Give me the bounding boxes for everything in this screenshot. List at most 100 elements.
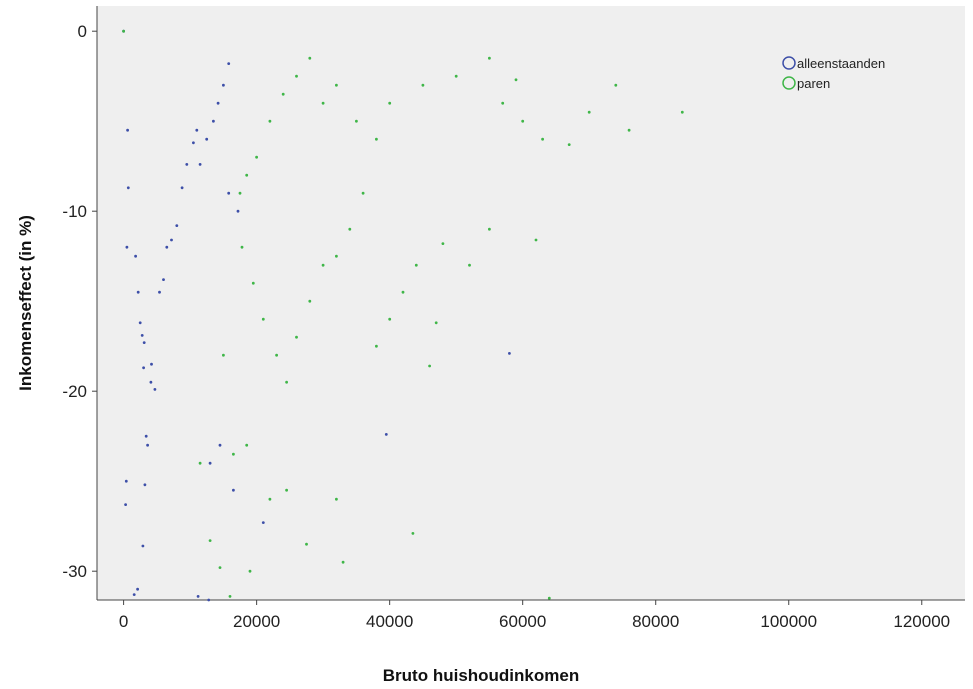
data-point xyxy=(335,83,338,87)
x-tick-label: 120000 xyxy=(893,612,950,631)
data-point xyxy=(245,173,249,177)
x-tick-label: 80000 xyxy=(632,612,679,631)
y-tick-label: 0 xyxy=(78,22,87,41)
data-point xyxy=(205,137,209,141)
data-point xyxy=(146,443,150,447)
data-point xyxy=(627,128,631,132)
data-point xyxy=(361,191,365,195)
x-tick-label: 40000 xyxy=(366,612,413,631)
data-point xyxy=(195,128,199,132)
legend: alleenstaanden paren xyxy=(782,56,885,91)
data-point xyxy=(434,321,438,325)
y-axis-title: Inkomenseffect (in %) xyxy=(16,215,35,391)
data-point xyxy=(232,488,235,492)
data-point xyxy=(240,245,244,249)
data-point xyxy=(375,137,378,141)
data-point xyxy=(421,83,425,87)
data-point xyxy=(238,191,242,195)
data-point xyxy=(124,479,128,483)
data-point xyxy=(192,141,195,145)
data-point xyxy=(281,92,285,96)
data-point xyxy=(216,101,220,105)
data-point xyxy=(212,119,215,123)
data-point xyxy=(124,503,127,506)
data-point xyxy=(587,110,591,114)
legend-marker xyxy=(782,56,796,70)
x-tick-label: 20000 xyxy=(233,612,280,631)
data-point xyxy=(388,101,392,105)
data-point xyxy=(142,341,146,344)
data-point xyxy=(170,238,173,242)
data-point xyxy=(227,191,231,195)
data-point xyxy=(144,434,148,438)
data-point xyxy=(136,587,140,591)
y-tick-label: -10 xyxy=(62,202,87,221)
data-point xyxy=(401,290,405,294)
y-tick-label: -20 xyxy=(62,382,87,401)
data-point xyxy=(162,278,165,281)
data-point xyxy=(567,143,571,147)
data-point xyxy=(680,110,684,114)
data-point xyxy=(218,566,222,569)
data-point xyxy=(196,595,200,598)
data-point xyxy=(295,74,298,78)
data-point xyxy=(198,163,202,166)
x-axis-ticks: 0 20000 40000 60000 80000 100000 120000 xyxy=(119,600,950,631)
data-point xyxy=(138,321,142,325)
data-point xyxy=(251,281,255,285)
data-point xyxy=(305,542,308,546)
data-point xyxy=(180,186,184,190)
data-point xyxy=(125,245,129,249)
plot-area xyxy=(97,6,965,600)
x-tick-label: 0 xyxy=(119,612,128,631)
data-point xyxy=(208,539,212,542)
data-point xyxy=(141,544,145,548)
data-point xyxy=(541,137,544,141)
data-point xyxy=(261,317,265,321)
data-point xyxy=(521,119,525,123)
data-point xyxy=(321,101,325,105)
data-point xyxy=(468,263,471,267)
data-point xyxy=(414,263,418,267)
y-axis-ticks: 0 -10 -20 -30 xyxy=(62,22,97,581)
data-point xyxy=(508,352,511,355)
data-point xyxy=(534,238,538,242)
data-point xyxy=(245,443,249,447)
data-point xyxy=(454,74,458,78)
data-point xyxy=(140,334,144,337)
data-point xyxy=(295,335,298,339)
data-point xyxy=(355,119,358,123)
data-point xyxy=(149,380,153,384)
data-point xyxy=(218,443,222,447)
data-point xyxy=(428,364,431,368)
data-point xyxy=(335,254,338,258)
data-points xyxy=(122,29,684,602)
data-point xyxy=(175,224,179,228)
data-point xyxy=(514,78,518,82)
x-tick-label: 60000 xyxy=(499,612,546,631)
data-point xyxy=(268,119,272,123)
data-point xyxy=(126,128,129,132)
data-point xyxy=(268,497,272,501)
data-point xyxy=(488,227,491,231)
data-point xyxy=(614,83,618,87)
data-point xyxy=(411,532,415,535)
data-point xyxy=(132,593,136,596)
data-point xyxy=(228,595,232,598)
data-point xyxy=(348,227,352,231)
data-point xyxy=(275,353,278,357)
data-point xyxy=(207,598,211,602)
data-point xyxy=(285,488,288,492)
data-point xyxy=(142,366,146,370)
data-point xyxy=(321,263,325,267)
data-point xyxy=(375,344,378,348)
y-tick-label: -30 xyxy=(62,562,87,581)
data-point xyxy=(126,186,130,190)
data-point xyxy=(165,245,169,249)
data-point xyxy=(158,290,161,294)
data-point xyxy=(255,155,258,159)
data-point xyxy=(341,560,345,564)
data-point xyxy=(441,242,445,246)
data-point xyxy=(335,497,338,501)
